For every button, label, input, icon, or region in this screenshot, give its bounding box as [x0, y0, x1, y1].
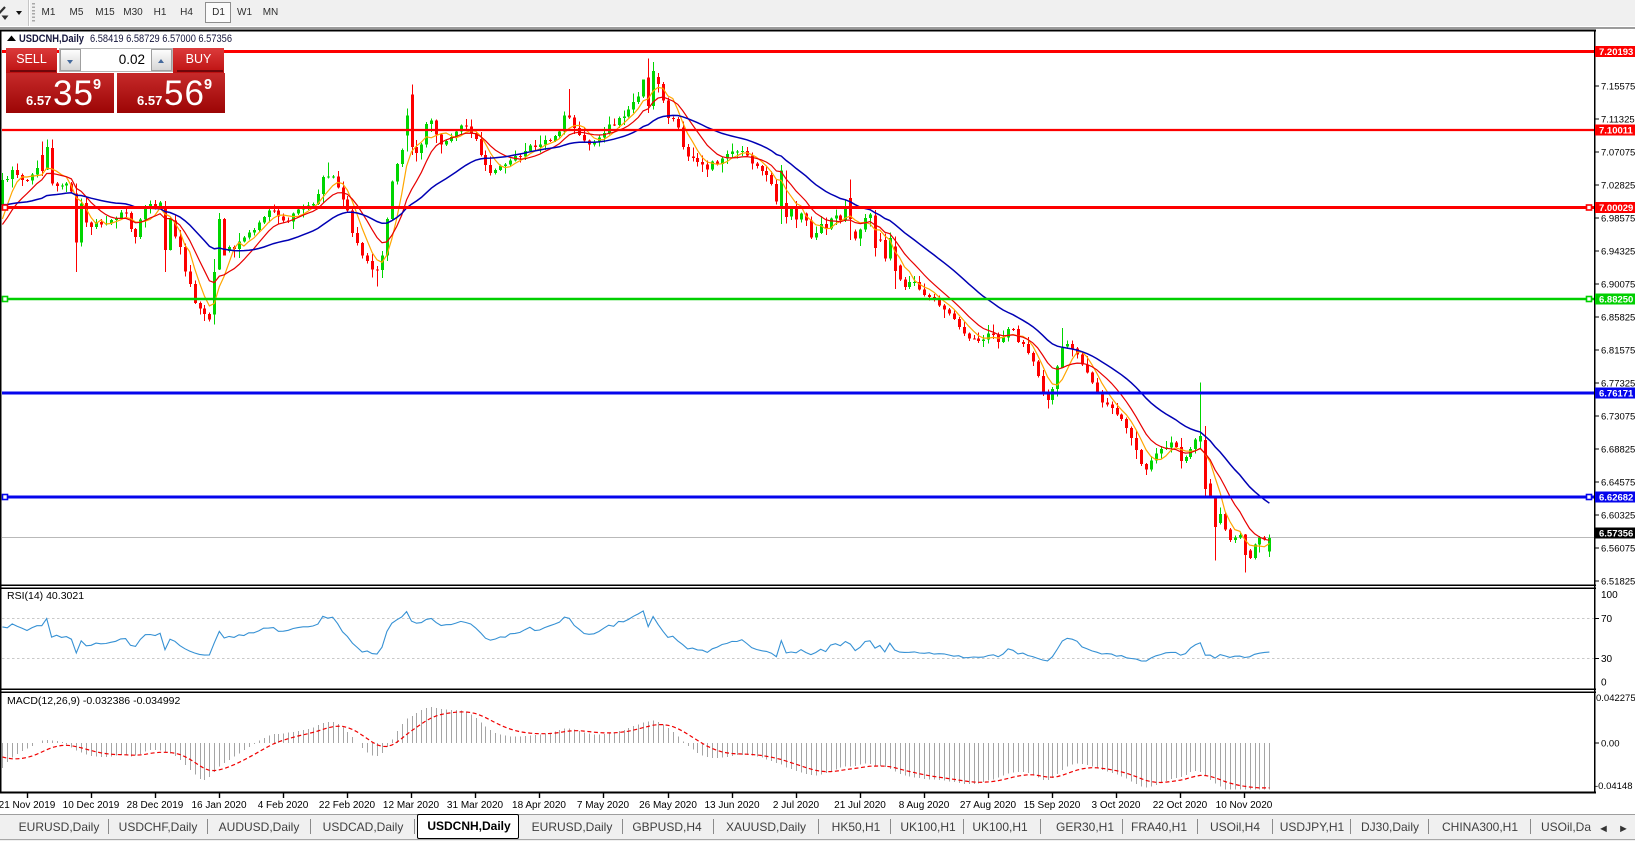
- svg-text:6.57356: 6.57356: [1599, 529, 1633, 540]
- svg-text:27 Aug 2020: 27 Aug 2020: [960, 800, 1017, 811]
- svg-text:6.88250: 6.88250: [1599, 295, 1633, 306]
- svg-text:7.15575: 7.15575: [1601, 82, 1635, 93]
- svg-text:100: 100: [1601, 590, 1618, 601]
- svg-text:6.58419 6.58729 6.57000 6.5735: 6.58419 6.58729 6.57000 6.57356: [90, 33, 232, 45]
- svg-text:6.94325: 6.94325: [1601, 247, 1635, 258]
- svg-text:4 Feb 2020: 4 Feb 2020: [258, 800, 309, 811]
- svg-text:18 Apr 2020: 18 Apr 2020: [512, 800, 566, 811]
- svg-text:13 Jun 2020: 13 Jun 2020: [704, 800, 759, 811]
- svg-text:6.60325: 6.60325: [1601, 511, 1635, 522]
- svg-text:7.11325: 7.11325: [1601, 115, 1635, 126]
- svg-text:0: 0: [1601, 678, 1607, 689]
- svg-text:6.68825: 6.68825: [1601, 445, 1635, 456]
- svg-text:31 Mar 2020: 31 Mar 2020: [447, 800, 504, 811]
- svg-text:6.73075: 6.73075: [1601, 412, 1635, 423]
- svg-text:10 Nov 2020: 10 Nov 2020: [1216, 800, 1273, 811]
- svg-text:-0.04148: -0.04148: [1595, 781, 1633, 792]
- svg-text:21 Nov 2019: 21 Nov 2019: [0, 800, 56, 811]
- svg-text:0.00: 0.00: [1601, 739, 1620, 750]
- svg-text:30: 30: [1601, 654, 1613, 665]
- svg-text:22 Oct 2020: 22 Oct 2020: [1153, 800, 1208, 811]
- svg-text:6.76171: 6.76171: [1599, 389, 1634, 400]
- svg-text:MACD(12,26,9) -0.032386 -0.034: MACD(12,26,9) -0.032386 -0.034992: [7, 695, 181, 707]
- svg-text:6.81575: 6.81575: [1601, 346, 1635, 357]
- svg-text:6.51825: 6.51825: [1601, 577, 1635, 588]
- svg-text:7.07075: 7.07075: [1601, 148, 1635, 159]
- svg-text:7.10011: 7.10011: [1599, 126, 1634, 137]
- svg-text:7 May 2020: 7 May 2020: [577, 800, 630, 811]
- svg-text:21 Jul 2020: 21 Jul 2020: [834, 800, 886, 811]
- svg-text:3 Oct 2020: 3 Oct 2020: [1092, 800, 1141, 811]
- svg-text:6.90075: 6.90075: [1601, 280, 1635, 291]
- svg-text:6.77325: 6.77325: [1601, 379, 1635, 390]
- svg-text:12 Mar 2020: 12 Mar 2020: [383, 800, 440, 811]
- svg-text:RSI(14) 40.3021: RSI(14) 40.3021: [7, 590, 84, 602]
- svg-text:70: 70: [1601, 614, 1613, 625]
- svg-text:26 May 2020: 26 May 2020: [639, 800, 697, 811]
- svg-text:10 Dec 2019: 10 Dec 2019: [63, 800, 120, 811]
- svg-text:6.85825: 6.85825: [1601, 313, 1635, 324]
- svg-text:7.02825: 7.02825: [1601, 181, 1635, 192]
- svg-text:6.64575: 6.64575: [1601, 478, 1635, 489]
- svg-text:15 Sep 2020: 15 Sep 2020: [1024, 800, 1081, 811]
- svg-text:USDCNH,Daily: USDCNH,Daily: [19, 33, 85, 45]
- svg-text:6.98575: 6.98575: [1601, 214, 1635, 225]
- svg-text:7.20193: 7.20193: [1599, 47, 1633, 58]
- svg-text:6.62682: 6.62682: [1599, 493, 1633, 504]
- svg-text:2 Jul 2020: 2 Jul 2020: [773, 800, 820, 811]
- svg-text:22 Feb 2020: 22 Feb 2020: [319, 800, 376, 811]
- svg-text:16 Jan 2020: 16 Jan 2020: [191, 800, 246, 811]
- svg-text:8 Aug 2020: 8 Aug 2020: [899, 800, 950, 811]
- svg-text:6.56075: 6.56075: [1601, 544, 1635, 555]
- svg-text:28 Dec 2019: 28 Dec 2019: [127, 800, 184, 811]
- svg-text:0.042275: 0.042275: [1596, 693, 1635, 704]
- svg-text:7.00029: 7.00029: [1599, 203, 1633, 214]
